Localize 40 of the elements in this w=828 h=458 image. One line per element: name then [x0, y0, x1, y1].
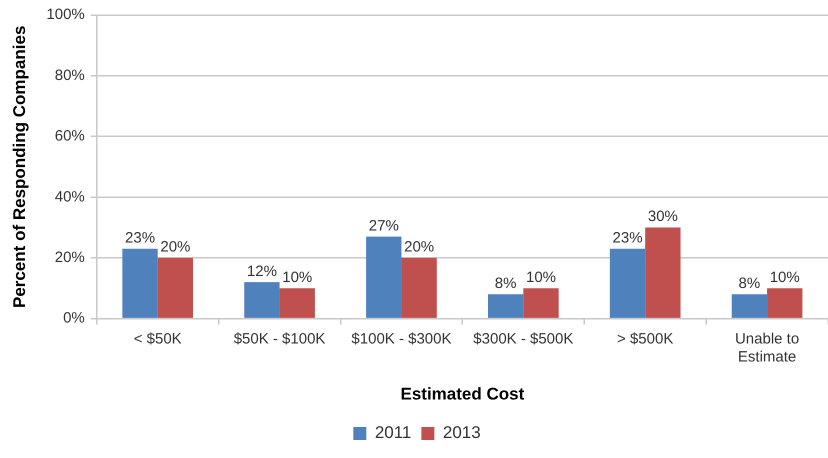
y-tick-label: 60%	[54, 128, 85, 145]
bar	[610, 248, 646, 318]
data-label: 20%	[404, 238, 434, 256]
data-label: 8%	[738, 274, 760, 292]
legend-label: 2013	[442, 423, 481, 442]
y-tick-label: 100%	[46, 6, 85, 24]
data-label: 20%	[160, 238, 190, 256]
bar	[366, 236, 402, 318]
bar	[732, 294, 768, 318]
x-tick-label: Unable to Estimate	[734, 330, 800, 366]
legend-label: 2011	[374, 423, 412, 442]
data-label: 23%	[612, 229, 643, 246]
x-tick-label: < $50K	[134, 330, 182, 348]
bar	[488, 294, 524, 318]
y-tick-label: 40%	[54, 188, 85, 206]
bar	[280, 288, 315, 318]
x-tick-label: $50K - $100K	[234, 330, 326, 348]
x-tick-label: > $500K	[617, 330, 674, 348]
y-tick-label: 0%	[63, 310, 85, 327]
data-label: 10%	[526, 268, 556, 286]
x-tick-label: $300K - $500K	[473, 330, 574, 348]
y-axis-title: Percent of Responding Companies	[10, 26, 29, 308]
data-label: 27%	[368, 217, 399, 234]
x-axis-title: Estimated Cost	[400, 384, 525, 404]
bar	[767, 288, 802, 318]
bar	[158, 258, 194, 318]
bar	[122, 248, 158, 318]
data-label: 8%	[494, 274, 516, 292]
bar	[645, 228, 681, 318]
data-label: 12%	[246, 262, 277, 280]
x-tick-label: $100K - $300K	[351, 330, 452, 348]
data-label: 10%	[770, 268, 800, 286]
y-tick-label: 80%	[54, 66, 85, 84]
data-label: 23%	[125, 229, 156, 246]
bar	[401, 258, 437, 318]
y-tick-label: 20%	[54, 249, 85, 266]
bar	[244, 282, 280, 318]
data-label: 30%	[648, 208, 678, 226]
data-label: 10%	[282, 268, 312, 286]
bar	[523, 288, 559, 318]
